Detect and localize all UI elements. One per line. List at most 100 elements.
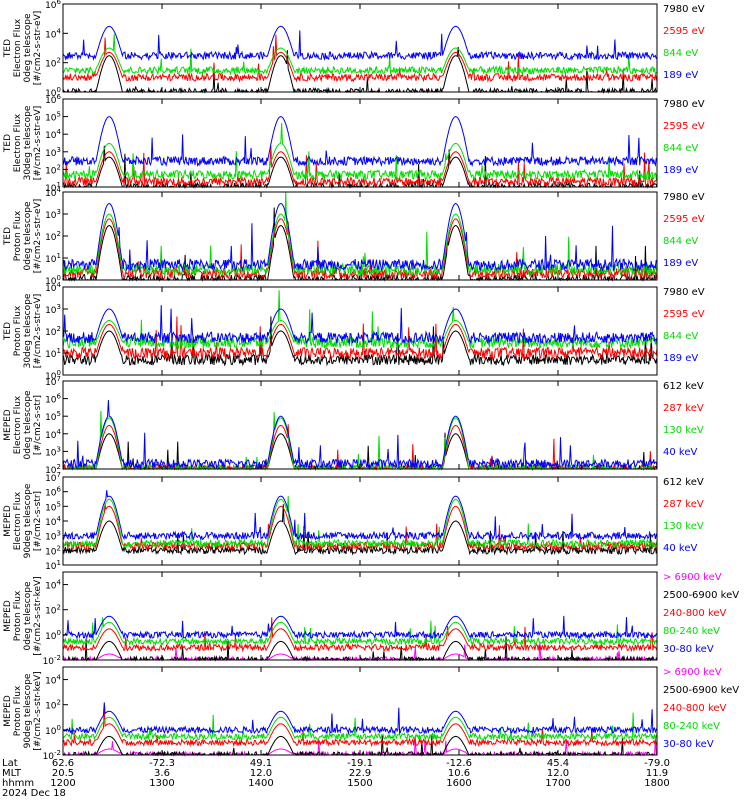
y-tick-label: 106	[45, 93, 61, 106]
legend-item: 40 keV	[663, 447, 698, 458]
series-line	[62, 617, 658, 647]
y-axis-label-line: 90deg telescope	[23, 673, 33, 749]
series-black	[62, 504, 658, 556]
series-blue	[62, 305, 658, 345]
legend-item: 130 keV	[663, 425, 704, 436]
legend-item: 189 eV	[663, 258, 699, 269]
y-tick-label: 102	[45, 463, 61, 476]
footer-lat-value: 45.4	[546, 758, 570, 769]
series-blue	[62, 202, 658, 273]
legend-item: > 6900 keV	[663, 572, 722, 583]
y-tick-label: 103	[45, 530, 61, 543]
legend: 7980 eV 2595 eV 844 eV 189 eV	[663, 4, 750, 92]
y-tick-label: 104	[45, 579, 61, 592]
footer-mlt-value: 10.6	[447, 768, 471, 779]
legend-item: 844 eV	[663, 331, 699, 342]
series-green	[62, 712, 658, 742]
y-tick-label: 102	[45, 544, 61, 557]
y-tick-label: 107	[45, 375, 61, 388]
legend-item: 2595 eV	[663, 214, 705, 225]
legend-item: 287 keV	[663, 499, 704, 510]
x-axis-footer: Lat MLT hhmm 2024 Dec 18 62.6 20.5 1200 -72…	[0, 759, 750, 800]
y-tick-label: 105	[45, 410, 61, 423]
y-axis-label-line: Proton Flux	[13, 685, 23, 737]
footer-row-label-mlt: MLT	[2, 768, 21, 779]
footer-row-label-hhmm: hhmm	[2, 778, 35, 789]
legend: 612 keV 287 keV 130 keV 40 keV	[663, 477, 750, 565]
footer-mlt-value: 3.6	[154, 768, 170, 779]
series-green	[62, 496, 658, 549]
series-blue	[62, 490, 658, 541]
y-tick-label: 101	[45, 559, 61, 572]
series-red	[62, 617, 658, 653]
legend-item: 189 eV	[663, 70, 699, 81]
legend-item: 2595 eV	[663, 121, 705, 132]
y-tick-label: 103	[45, 303, 61, 316]
y-tick-label: 106	[45, 0, 61, 11]
series-red	[62, 145, 658, 188]
series-red	[62, 316, 658, 361]
footer-mlt-value: 12.0	[249, 768, 273, 779]
legend: > 6900 keV 2500-6900 keV 240-800 keV 80-240…	[663, 572, 750, 660]
y-tick-label: 104	[45, 428, 61, 441]
legend-item: 2500-6900 keV	[663, 685, 740, 696]
series-green	[62, 290, 658, 350]
legend-item: 2595 eV	[663, 309, 705, 320]
legend-item: 7980 eV	[663, 4, 705, 15]
legend-item: 240-800 keV	[663, 608, 727, 619]
series-line	[62, 202, 658, 273]
footer-hhmm-value: 1500	[347, 778, 373, 789]
y-tick-label: 105	[45, 500, 61, 513]
footer-mlt-value: 20.5	[51, 768, 75, 779]
legend-item: 2500-6900 keV	[663, 590, 740, 601]
series-green	[62, 122, 658, 181]
legend-item: 612 keV	[663, 381, 704, 392]
series-line	[62, 702, 658, 735]
series-line	[62, 708, 658, 748]
legend-item: 844 eV	[663, 48, 699, 59]
y-tick-label: 107	[45, 471, 61, 484]
y-tick-label: 104	[45, 27, 61, 40]
series-line	[62, 496, 658, 549]
series-red	[62, 708, 658, 748]
series-line	[62, 316, 658, 361]
y-tick-label: 102	[45, 163, 61, 176]
legend-item: 80-240 keV	[663, 626, 721, 637]
legend-item: 80-240 keV	[663, 721, 721, 732]
y-tick-label: 101	[45, 252, 61, 265]
y-tick-label: 100	[45, 274, 61, 287]
legend-item: 844 eV	[663, 143, 699, 154]
footer-mlt-value: 12.0	[546, 768, 570, 779]
y-tick-label: 100	[45, 724, 61, 737]
legend-item: 189 eV	[663, 353, 699, 364]
footer-lat-value: -19.1	[347, 758, 373, 769]
legend-item: 30-80 keV	[663, 644, 714, 655]
series-line	[62, 122, 658, 181]
series-line	[62, 504, 658, 556]
footer-hhmm-value: 1800	[644, 778, 670, 789]
y-tick-label: 105	[45, 111, 61, 124]
y-tick-label: 104	[45, 186, 61, 199]
legend-item: 30-80 keV	[663, 739, 714, 750]
series-line	[62, 25, 658, 62]
y-tick-label: 101	[45, 347, 61, 360]
y-axis-label-line: MEPED	[3, 695, 13, 727]
series-line	[62, 34, 658, 83]
footer-hhmm-value: 1200	[50, 778, 76, 789]
footer-hhmm-value: 1700	[545, 778, 571, 789]
y-tick-label: 104	[45, 128, 61, 141]
series-blue	[62, 702, 658, 735]
series-line	[62, 33, 658, 76]
y-tick-label: 10-2	[43, 654, 61, 667]
series-blue	[62, 25, 658, 62]
y-tick-label: 104	[45, 515, 61, 528]
